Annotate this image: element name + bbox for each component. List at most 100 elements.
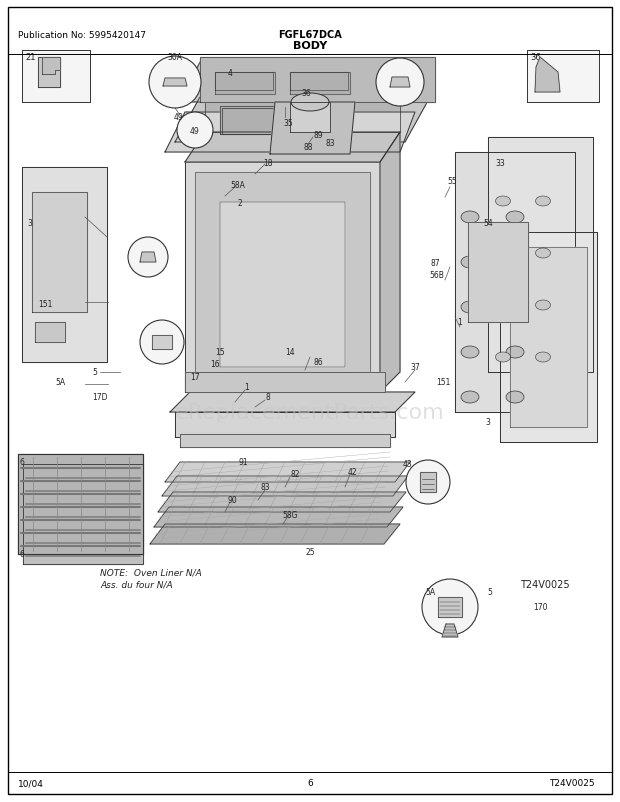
Polygon shape <box>270 103 355 155</box>
Text: T24V0025: T24V0025 <box>520 579 570 589</box>
Polygon shape <box>163 79 187 87</box>
Polygon shape <box>22 51 90 103</box>
Polygon shape <box>165 113 415 153</box>
Text: 36: 36 <box>530 53 541 62</box>
Text: 16: 16 <box>210 360 220 369</box>
Ellipse shape <box>506 346 524 358</box>
Text: 151: 151 <box>436 378 450 387</box>
Text: 4: 4 <box>228 68 232 78</box>
Polygon shape <box>170 392 415 412</box>
Polygon shape <box>290 103 330 133</box>
Text: 43: 43 <box>403 460 413 469</box>
Text: 58A: 58A <box>231 180 246 189</box>
Text: 17D: 17D <box>92 393 108 402</box>
Ellipse shape <box>495 249 510 259</box>
Polygon shape <box>165 463 410 482</box>
Polygon shape <box>185 133 400 163</box>
Circle shape <box>140 321 184 365</box>
Polygon shape <box>215 73 275 95</box>
Polygon shape <box>527 51 599 103</box>
Text: 58G: 58G <box>282 510 298 519</box>
Text: FGFL67DCA: FGFL67DCA <box>278 30 342 40</box>
Ellipse shape <box>536 301 551 310</box>
Text: 5A: 5A <box>55 378 65 387</box>
Text: 36: 36 <box>301 88 311 97</box>
Text: 42: 42 <box>347 468 357 477</box>
Text: 33: 33 <box>495 158 505 168</box>
Text: 17: 17 <box>190 373 200 382</box>
Circle shape <box>177 113 213 149</box>
Polygon shape <box>22 168 107 363</box>
Text: 151: 151 <box>38 300 52 309</box>
Text: 55: 55 <box>447 176 457 185</box>
Polygon shape <box>222 109 275 135</box>
Text: 6: 6 <box>20 458 24 467</box>
Text: 6: 6 <box>20 550 24 559</box>
Text: 49: 49 <box>173 112 183 121</box>
Ellipse shape <box>495 196 510 207</box>
Circle shape <box>406 460 450 504</box>
Polygon shape <box>175 98 430 143</box>
Polygon shape <box>468 223 528 322</box>
Polygon shape <box>38 58 60 88</box>
Ellipse shape <box>506 257 524 269</box>
Ellipse shape <box>506 391 524 403</box>
Polygon shape <box>35 322 65 342</box>
Text: 5: 5 <box>92 368 97 377</box>
Ellipse shape <box>291 94 329 111</box>
Polygon shape <box>380 133 400 392</box>
Text: 5A: 5A <box>445 603 456 612</box>
Text: 49: 49 <box>190 127 200 136</box>
Polygon shape <box>438 597 462 618</box>
Text: 170: 170 <box>533 603 547 612</box>
Polygon shape <box>220 203 345 367</box>
Polygon shape <box>175 412 395 437</box>
Ellipse shape <box>461 391 479 403</box>
Polygon shape <box>154 508 403 528</box>
Polygon shape <box>220 107 275 135</box>
Polygon shape <box>290 73 348 91</box>
Text: 87: 87 <box>430 258 440 267</box>
Text: 37: 37 <box>410 363 420 372</box>
Text: 89: 89 <box>313 132 323 140</box>
Ellipse shape <box>461 257 479 269</box>
Text: Ass. du four N/A: Ass. du four N/A <box>100 580 172 589</box>
Polygon shape <box>158 492 406 512</box>
Text: BODY: BODY <box>293 41 327 51</box>
Text: 5: 5 <box>487 588 492 597</box>
Text: 82: 82 <box>290 470 299 479</box>
Text: 6: 6 <box>307 779 313 788</box>
Polygon shape <box>215 73 273 91</box>
Polygon shape <box>535 58 560 93</box>
Polygon shape <box>420 472 436 492</box>
Text: 54: 54 <box>483 218 493 227</box>
Text: 86: 86 <box>313 358 323 367</box>
Circle shape <box>149 57 201 109</box>
Text: 21: 21 <box>25 53 35 62</box>
Polygon shape <box>488 138 593 373</box>
Polygon shape <box>500 233 597 443</box>
Polygon shape <box>390 78 410 88</box>
Text: eReplacementParts.com: eReplacementParts.com <box>175 403 445 423</box>
Polygon shape <box>455 153 575 412</box>
Polygon shape <box>140 253 156 263</box>
Text: 2: 2 <box>237 198 242 207</box>
Text: 3: 3 <box>27 218 32 227</box>
Polygon shape <box>205 93 400 133</box>
Text: 25: 25 <box>305 548 315 557</box>
Text: 91: 91 <box>238 458 248 467</box>
Ellipse shape <box>495 353 510 363</box>
Polygon shape <box>42 58 60 75</box>
Text: 3: 3 <box>485 418 490 427</box>
Text: 56B: 56B <box>430 270 445 279</box>
Polygon shape <box>150 525 400 545</box>
Text: NOTE:  Oven Liner N/A: NOTE: Oven Liner N/A <box>100 568 202 577</box>
Ellipse shape <box>536 196 551 207</box>
Text: 30A: 30A <box>167 79 183 87</box>
Ellipse shape <box>461 302 479 314</box>
Ellipse shape <box>506 302 524 314</box>
Ellipse shape <box>461 212 479 224</box>
Circle shape <box>422 579 478 635</box>
Text: 29: 29 <box>157 338 167 347</box>
Text: 18: 18 <box>264 158 273 168</box>
